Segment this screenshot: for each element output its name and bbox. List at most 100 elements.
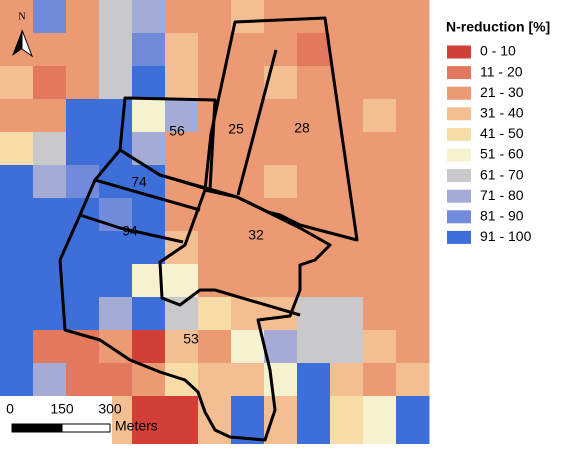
raster-cell — [264, 330, 298, 364]
boundary — [203, 16, 359, 242]
legend-label: 61 - 70 — [480, 166, 524, 182]
field-label: 28 — [294, 120, 310, 136]
raster-cell — [231, 231, 265, 265]
raster-cell — [0, 330, 34, 364]
raster-cell — [165, 99, 199, 133]
raster-cell — [0, 0, 34, 34]
raster-cell — [198, 363, 232, 397]
legend-swatch — [447, 148, 471, 162]
raster-cell — [0, 297, 34, 331]
raster-cell — [363, 396, 397, 430]
raster-cell — [396, 0, 430, 34]
north-arrow: N — [12, 11, 34, 58]
raster-cell — [132, 66, 166, 100]
raster-cell — [99, 231, 133, 265]
raster-cell — [66, 363, 100, 397]
raster — [0, 0, 430, 449]
raster-cell — [132, 0, 166, 34]
raster-cell — [0, 363, 34, 397]
raster-cell — [66, 0, 100, 34]
raster-cell — [363, 198, 397, 232]
raster-cell — [231, 0, 265, 34]
raster-cell — [33, 165, 67, 199]
boundary — [236, 49, 278, 196]
raster-cell — [99, 363, 133, 397]
raster-cell — [363, 33, 397, 67]
raster-cell — [297, 297, 331, 331]
raster-cell — [330, 396, 364, 430]
legend-swatch — [447, 127, 471, 141]
boundary — [158, 189, 301, 317]
raster-cell — [363, 66, 397, 100]
raster-cell — [0, 231, 34, 265]
raster-cell — [231, 66, 265, 100]
raster-cell — [297, 66, 331, 100]
north-arrow-right — [21, 29, 34, 58]
raster-cell — [198, 66, 232, 100]
legend-swatch — [447, 210, 471, 224]
raster-cell — [363, 297, 397, 331]
raster-cell — [297, 165, 331, 199]
field-boundaries — [58, 16, 359, 442]
raster-cell — [396, 132, 430, 166]
raster-cell — [99, 66, 133, 100]
raster-cell — [99, 132, 133, 166]
raster-cell — [363, 99, 397, 133]
raster-cell — [165, 330, 199, 364]
raster-cell — [396, 198, 430, 232]
raster-cell — [198, 132, 232, 166]
raster-cell — [231, 165, 265, 199]
raster-cell — [297, 33, 331, 67]
raster-cell — [363, 264, 397, 298]
raster-cell — [132, 330, 166, 364]
raster-cell — [99, 297, 133, 331]
raster-cell — [198, 330, 232, 364]
legend-swatch — [447, 86, 471, 100]
legend-swatch — [447, 169, 471, 183]
raster-cell — [198, 297, 232, 331]
raster-cell — [264, 33, 298, 67]
field-label: 32 — [248, 227, 264, 243]
raster-cell — [396, 429, 430, 449]
raster-cell — [33, 33, 67, 67]
raster-cell — [330, 297, 364, 331]
raster-cell — [198, 231, 232, 265]
scale-tick: 0 — [6, 401, 14, 417]
raster-cell — [396, 33, 430, 67]
raster-cell — [0, 132, 34, 166]
raster-cell — [99, 33, 133, 67]
raster-cell — [330, 33, 364, 67]
raster-cell — [132, 33, 166, 67]
raster-cell — [396, 165, 430, 199]
raster-cell — [297, 132, 331, 166]
raster-cell — [264, 0, 298, 34]
raster-cell — [0, 264, 34, 298]
raster-cell — [66, 132, 100, 166]
legend-swatch — [447, 66, 471, 80]
boundary — [79, 213, 184, 244]
legend-label: 11 - 20 — [480, 63, 523, 79]
raster-cell — [363, 231, 397, 265]
raster-cell — [264, 165, 298, 199]
raster-cell — [363, 429, 397, 449]
raster-cell — [396, 330, 430, 364]
raster-cell — [231, 363, 265, 397]
raster-cell — [396, 99, 430, 133]
raster-cell — [231, 264, 265, 298]
raster-cell — [297, 99, 331, 133]
raster-cell — [297, 396, 331, 430]
raster-cell — [66, 66, 100, 100]
raster-cell — [132, 396, 166, 430]
boundary — [58, 148, 332, 442]
raster-cell — [33, 66, 67, 100]
field-label: 56 — [169, 123, 185, 139]
raster-cell — [132, 297, 166, 331]
legend-label: 51 - 60 — [480, 146, 524, 162]
field-label: 53 — [183, 331, 199, 347]
raster-cell — [396, 264, 430, 298]
raster-cell — [198, 396, 232, 430]
legend-swatch — [447, 230, 471, 244]
boundary — [94, 178, 201, 212]
raster-cell — [231, 33, 265, 67]
raster-cell — [66, 99, 100, 133]
